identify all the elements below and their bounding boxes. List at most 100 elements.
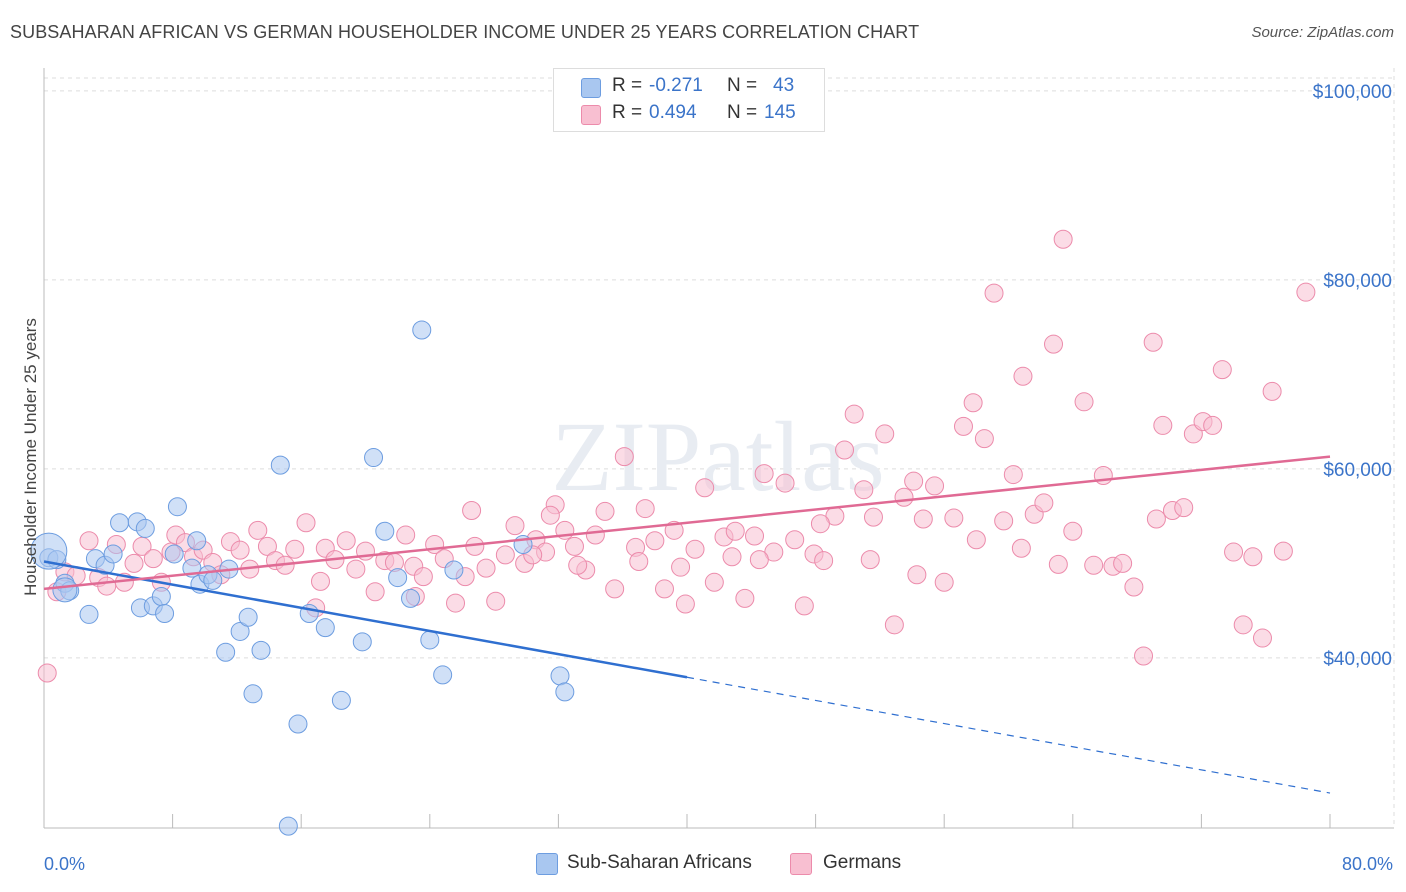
subsaharan-point xyxy=(433,665,453,685)
subsaharan-point xyxy=(388,568,408,588)
german-point xyxy=(132,536,152,556)
german-point xyxy=(894,487,914,507)
subsaharan-point xyxy=(412,320,432,340)
german-point xyxy=(645,531,665,551)
german-point xyxy=(1233,615,1253,635)
german-point xyxy=(974,429,994,449)
german-trend-line xyxy=(43,455,1331,591)
subsaharan-point xyxy=(187,531,207,551)
german-point xyxy=(1011,538,1031,558)
german-point xyxy=(124,553,144,573)
subsaharan-point xyxy=(550,666,570,686)
german-point xyxy=(695,478,715,498)
german-point xyxy=(944,508,964,528)
german-point xyxy=(310,571,330,591)
legend-swatch-german xyxy=(581,105,601,125)
legend-row-german: R = 0.494 N = 145 xyxy=(554,102,824,128)
y-tick-label: $60,000 xyxy=(1323,460,1392,481)
y-axis-title: Householder Income Under 25 years xyxy=(21,318,40,596)
german-point xyxy=(462,500,482,520)
subsaharan-point xyxy=(243,684,263,704)
y-tick-label: $100,000 xyxy=(1313,82,1392,103)
german-point xyxy=(754,464,774,484)
german-point xyxy=(725,521,745,541)
x-tick-labels: 0.0% 80.0% xyxy=(44,854,1393,874)
german-point xyxy=(1134,646,1154,666)
correlation-legend: R = -0.271 N = 43 R = 0.494 N = 145 xyxy=(553,68,825,132)
german-point xyxy=(671,557,691,577)
german-point xyxy=(635,499,655,519)
german-point xyxy=(814,551,834,571)
german-point xyxy=(785,530,805,550)
german-point xyxy=(365,582,385,602)
german-point xyxy=(1252,628,1272,648)
german-point xyxy=(614,447,634,467)
german-point xyxy=(1203,415,1223,435)
subsaharan-point xyxy=(203,570,223,590)
subsaharan-point xyxy=(167,497,187,517)
german-point xyxy=(775,473,795,493)
german-point xyxy=(844,404,864,424)
legend-r-label: R = xyxy=(612,102,643,123)
german-point xyxy=(749,550,769,570)
subsaharan-point xyxy=(270,455,290,475)
german-point xyxy=(629,552,649,572)
legend-swatch-subsaharan xyxy=(536,853,558,875)
subsaharan-point xyxy=(375,521,395,541)
german-point xyxy=(1044,334,1064,354)
german-point xyxy=(476,558,496,578)
german-point xyxy=(1153,415,1173,435)
german-point xyxy=(336,531,356,551)
y-tick-label: $40,000 xyxy=(1323,649,1392,670)
subsaharan-point xyxy=(79,604,99,624)
legend-row-subsaharan: R = -0.271 N = 43 xyxy=(554,75,824,101)
subsaharan-point xyxy=(401,588,421,608)
german-point xyxy=(285,539,305,559)
german-point xyxy=(704,572,724,592)
legend-label-german: Germans xyxy=(823,852,902,873)
german-point xyxy=(257,536,277,556)
german-point xyxy=(925,476,945,496)
subsaharan-point xyxy=(238,607,258,627)
legend-r-value: 0.494 xyxy=(649,102,697,123)
german-point xyxy=(37,663,57,683)
german-point xyxy=(396,525,416,545)
watermark: ZIPatlas xyxy=(551,401,884,512)
legend-n-value: 145 xyxy=(764,102,796,123)
german-point xyxy=(835,440,855,460)
subsaharan-point xyxy=(364,448,384,468)
german-point xyxy=(540,505,560,525)
german-point xyxy=(994,511,1014,531)
y-tick-labels: $40,000 $60,000 $80,000 $100,000 xyxy=(1313,82,1392,670)
legend-label-subsaharan: Sub-Saharan Africans xyxy=(567,852,752,873)
german-point xyxy=(884,615,904,635)
german-point xyxy=(685,539,705,559)
german-point xyxy=(346,559,366,579)
german-point xyxy=(953,416,973,436)
german-point xyxy=(79,531,99,551)
german-point xyxy=(1074,392,1094,412)
german-point xyxy=(1063,521,1083,541)
german-point xyxy=(860,550,880,570)
x-tick-label: 80.0% xyxy=(1342,854,1393,874)
german-point xyxy=(735,588,755,608)
german-point xyxy=(934,572,954,592)
legend-swatch-subsaharan xyxy=(581,78,601,98)
german-point xyxy=(664,520,684,540)
german-point xyxy=(505,516,525,536)
subsaharan-point xyxy=(30,532,68,570)
german-point xyxy=(1243,547,1263,567)
german-point xyxy=(486,591,506,611)
legend-n-value: 43 xyxy=(773,75,795,96)
german-point xyxy=(1048,554,1068,574)
german-point xyxy=(1053,229,1073,249)
german-point xyxy=(1174,498,1194,518)
subsaharan-trend-line xyxy=(43,560,688,679)
trend-lines xyxy=(43,455,1331,794)
subsaharan-point xyxy=(288,714,308,734)
german-point xyxy=(564,536,584,556)
legend-swatch-german xyxy=(790,853,812,875)
legend-r-value: -0.271 xyxy=(649,75,703,96)
german-point xyxy=(966,530,986,550)
